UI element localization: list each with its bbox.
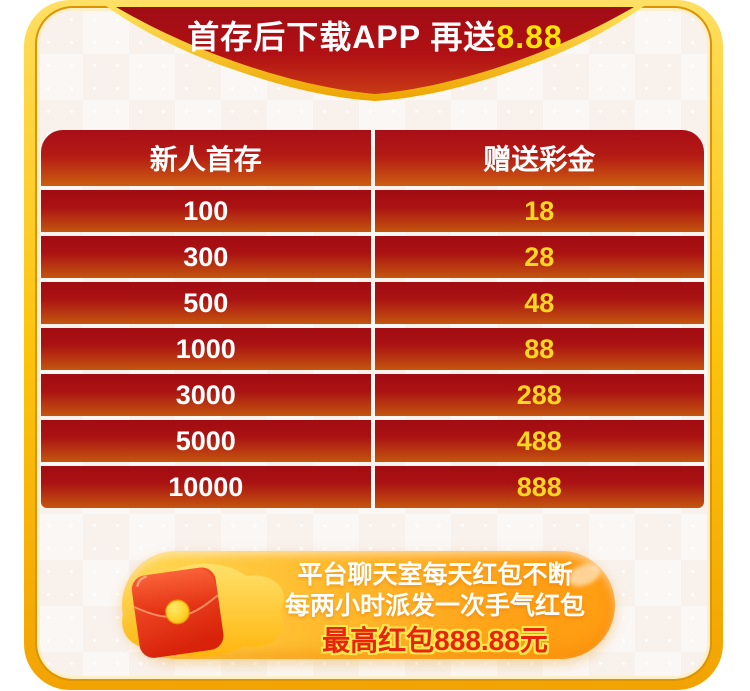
banner-highlight: 8.88	[496, 19, 563, 55]
envelope-flap	[133, 568, 218, 617]
banner-text: 首存后下载APP 再送	[187, 19, 497, 55]
promo-line-3: 最高红包888.88元	[322, 625, 548, 656]
bonus-cell: 28	[374, 236, 704, 278]
bonus-cell: 18	[374, 190, 704, 232]
red-envelope-icon	[131, 567, 224, 658]
bonus-cell: 888	[374, 466, 704, 508]
bonus-cell: 48	[374, 282, 704, 324]
promo-line-1: 平台聊天室每天红包不断	[297, 561, 573, 589]
deposit-cell: 1000	[41, 328, 371, 370]
deposit-cell: 3000	[41, 374, 371, 416]
header-deposit: 新人首存	[41, 130, 371, 186]
deposit-cell: 5000	[41, 420, 371, 462]
promo-text-block: 平台聊天室每天红包不断 每两小时派发一次手气红包 最高红包888.88元	[240, 560, 630, 658]
deposit-cell: 300	[41, 236, 371, 278]
deposit-table: 新人首存 赠送彩金 100 18 300 28 500 48 1000 88 3…	[41, 130, 704, 508]
ribbon-red-shape	[116, 7, 634, 94]
envelope-clasp	[165, 599, 190, 625]
bonus-cell: 88	[374, 328, 704, 370]
bonus-cell: 488	[374, 420, 704, 462]
ribbon-banner	[106, 6, 644, 101]
deposit-cell: 500	[41, 282, 371, 324]
bonus-cell: 288	[374, 374, 704, 416]
download-app-banner[interactable]: 首存后下载APP 再送8.88	[0, 19, 750, 55]
promo-line-2: 每两小时派发一次手气红包	[284, 592, 585, 620]
header-bonus: 赠送彩金	[374, 130, 704, 186]
envelope-highlight	[136, 575, 147, 588]
deposit-cell: 100	[41, 190, 371, 232]
deposit-cell: 10000	[41, 466, 371, 508]
